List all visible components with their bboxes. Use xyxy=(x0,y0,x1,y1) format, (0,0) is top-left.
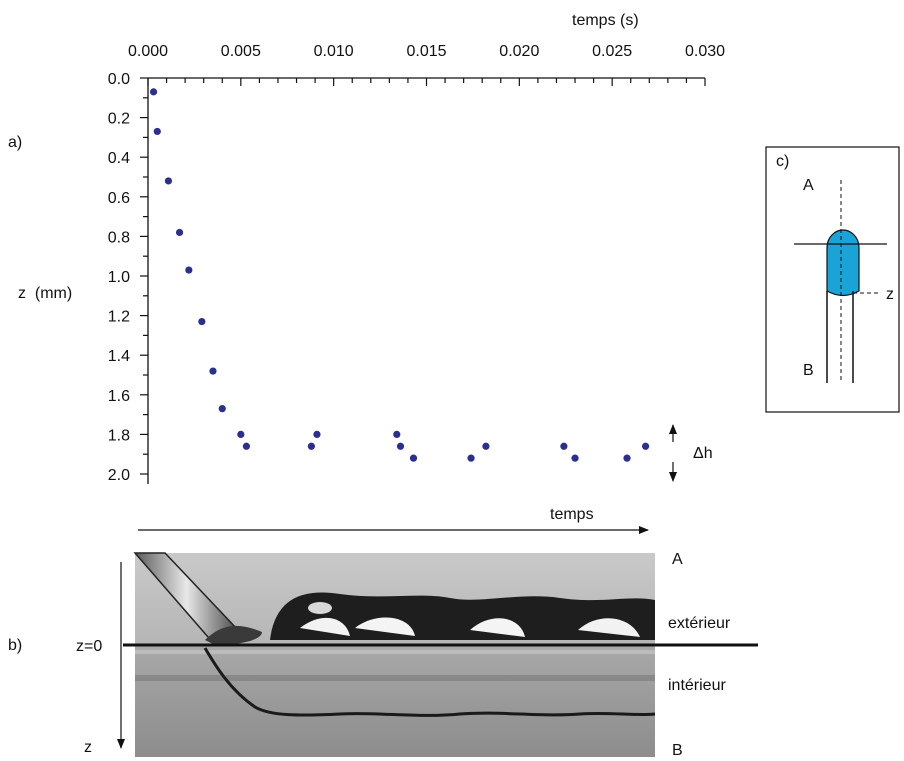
y-tick-label: 0.6 xyxy=(108,190,130,207)
x-tick-labels: 0.000 0.005 0.010 0.015 0.020 0.025 0.030 xyxy=(128,43,725,60)
x-ticks xyxy=(147,78,706,86)
data-points xyxy=(149,88,650,462)
schematic-label-a: A xyxy=(803,177,814,194)
y-tick-label: 0.4 xyxy=(108,150,130,167)
y-tick-label: 0.0 xyxy=(108,71,130,88)
x-axis-label: temps (s) xyxy=(572,12,639,29)
data-point xyxy=(209,367,217,375)
y-tick-label: 0.8 xyxy=(108,229,130,246)
y-tick-label: 1.8 xyxy=(108,427,130,444)
y-tick-label: 1.0 xyxy=(108,269,130,286)
data-point xyxy=(409,454,418,462)
photo-label-a: A xyxy=(672,551,683,568)
y-tick-label: 0.2 xyxy=(108,111,130,128)
data-point xyxy=(164,177,173,185)
data-point xyxy=(623,454,631,462)
data-point xyxy=(393,430,401,438)
data-point xyxy=(242,442,251,450)
delta-h-label: Δh xyxy=(693,445,713,462)
x-tick-label: 0.005 xyxy=(221,43,261,60)
y-tick-label: 1.2 xyxy=(108,309,130,326)
z0-label: z=0 xyxy=(76,638,102,655)
y-tick-label: 1.4 xyxy=(108,348,130,365)
data-point xyxy=(149,88,158,96)
panel-label-b: b) xyxy=(8,637,22,654)
x-tick-label: 0.010 xyxy=(314,43,354,60)
y-tick-label: 1.6 xyxy=(108,388,130,405)
x-tick-label: 0.015 xyxy=(406,43,446,60)
data-point xyxy=(641,442,650,450)
data-point xyxy=(396,442,405,450)
data-point xyxy=(467,454,475,462)
data-point xyxy=(153,127,161,136)
y-tick-labels: 0.0 0.2 0.4 0.6 0.8 1.0 1.2 1.4 1.6 1.8 2.0 xyxy=(108,71,130,484)
y-ticks xyxy=(140,77,148,475)
outside-label: extérieur xyxy=(668,615,731,632)
data-point xyxy=(185,266,193,274)
y-axis-label: z (mm) xyxy=(18,285,72,302)
photo-label-b: B xyxy=(672,742,683,759)
time-arrow-label: temps xyxy=(550,506,594,523)
y-tick-label: 2.0 xyxy=(108,467,130,484)
scatter-chart: 0.000 0.005 0.010 0.015 0.020 0.025 0.030 0.00… xyxy=(18,12,725,484)
schematic-label-b: B xyxy=(803,362,814,379)
delta-h-annotation: Δh xyxy=(669,424,713,482)
panel-label-c: c) xyxy=(776,153,789,170)
data-point xyxy=(560,442,568,450)
data-point xyxy=(218,405,226,413)
photo-z-label: z xyxy=(84,739,92,756)
x-tick-label: 0.000 xyxy=(128,43,168,60)
x-tick-label: 0.030 xyxy=(685,43,725,60)
schematic-panel: c) A B z xyxy=(765,146,900,413)
data-point xyxy=(175,228,184,237)
data-point xyxy=(198,317,206,326)
inside-label: intérieur xyxy=(668,677,726,694)
data-point xyxy=(313,430,321,438)
drop-shape xyxy=(826,229,860,297)
data-point xyxy=(571,454,579,462)
data-point xyxy=(482,442,490,450)
interface-photo xyxy=(133,552,656,757)
photo-panel: temps z=0 z A extérieur intér xyxy=(76,506,758,759)
x-tick-label: 0.020 xyxy=(499,43,539,60)
data-point xyxy=(307,442,315,450)
panel-label-a: a) xyxy=(8,134,22,151)
x-tick-label: 0.025 xyxy=(592,43,632,60)
schematic-z-label: z xyxy=(886,286,894,303)
data-point xyxy=(237,430,245,438)
